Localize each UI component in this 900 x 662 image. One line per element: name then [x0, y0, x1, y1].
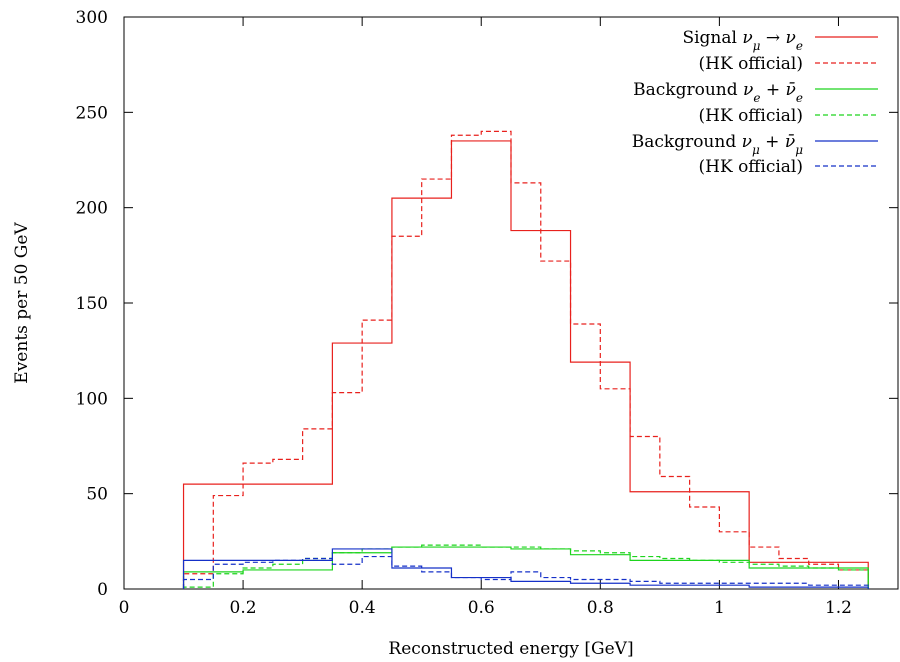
- x-tick-label: 1.2: [825, 598, 852, 618]
- legend-label-1: (HK official): [699, 54, 803, 74]
- ticks-layer: 0 0.2 0.4 0.6 0.8 1 1.2 0 50 100 150 200 250 300: [76, 8, 898, 618]
- legend: Signal νμ → νe(HK official)Background νe…: [632, 28, 878, 177]
- legend-label-4: Background νμ + ν̄μ: [632, 132, 803, 157]
- x-tick-label: 0.4: [349, 598, 376, 618]
- y-tick-label: 100: [76, 389, 108, 409]
- series-line-5: [182, 555, 869, 589]
- series-line-3: [182, 544, 869, 589]
- plot-frame: [123, 16, 899, 590]
- x-tick-label: 0.6: [468, 598, 495, 618]
- y-tick-label: 150: [76, 294, 108, 314]
- x-tick-label: 1: [714, 598, 725, 618]
- y-tick-label: 0: [97, 580, 108, 600]
- y-tick-label: 50: [86, 485, 108, 505]
- x-tick-label: 0.8: [587, 598, 614, 618]
- series-line-1: [182, 130, 869, 589]
- series-line-2: [182, 546, 869, 589]
- y-tick-label: 300: [76, 8, 108, 28]
- legend-label-5: (HK official): [699, 157, 803, 177]
- legend-label-0: Signal νμ → νe: [682, 28, 803, 53]
- legend-label-3: (HK official): [699, 106, 803, 126]
- y-axis-title: Events per 50 GeV: [12, 222, 32, 384]
- x-tick-label: 0.2: [230, 598, 257, 618]
- series-layer: [182, 130, 869, 589]
- y-tick-label: 250: [76, 103, 108, 123]
- series-line-0: [182, 140, 869, 589]
- x-tick-label: 0: [119, 598, 130, 618]
- y-tick-label: 200: [76, 199, 108, 219]
- legend-label-2: Background νe + ν̄e: [633, 80, 803, 105]
- x-axis-title: Reconstructed energy [GeV]: [388, 639, 633, 659]
